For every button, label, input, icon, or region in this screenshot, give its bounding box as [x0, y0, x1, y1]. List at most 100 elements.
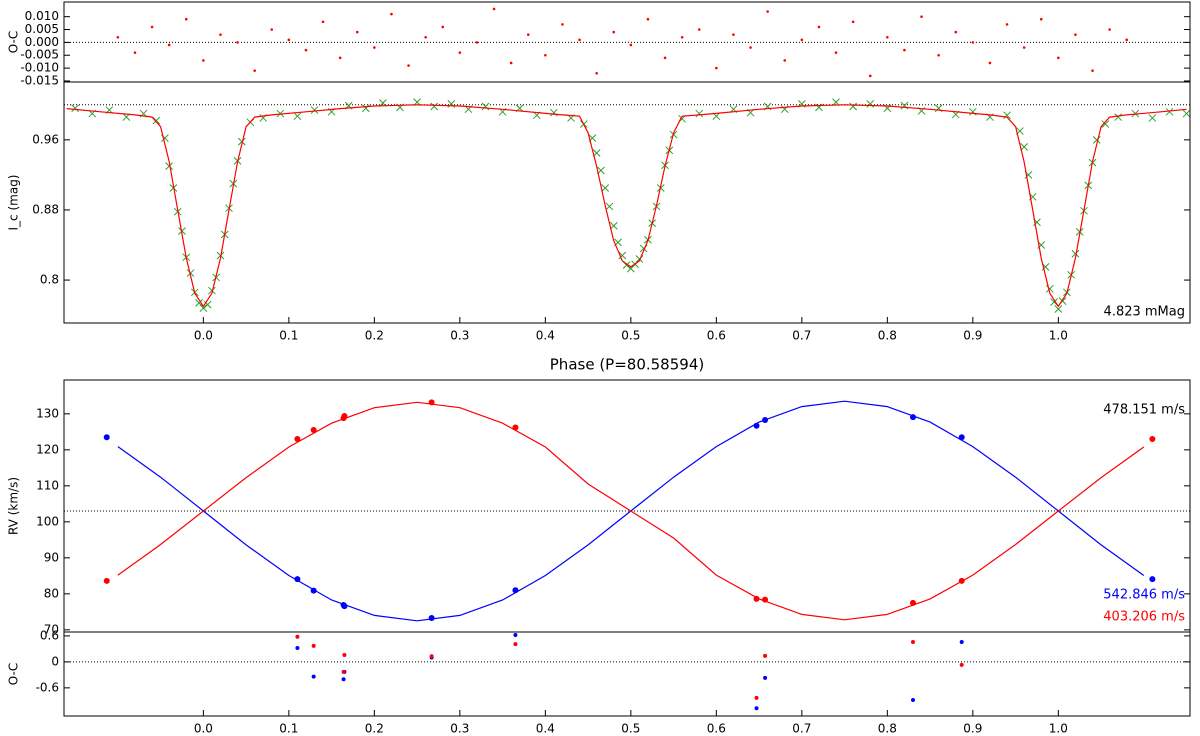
- observation: [1020, 142, 1028, 151]
- x-tick-label: 0.1: [279, 329, 298, 343]
- data-point: [513, 633, 518, 638]
- data-point: [783, 59, 787, 62]
- data-point: [338, 56, 342, 60]
- y-tick-label: 80: [44, 586, 59, 600]
- x-tick-label: 0.4: [536, 722, 555, 736]
- y-tick-label: 0.96: [32, 132, 59, 146]
- data-point: [341, 413, 348, 419]
- y-axis-label: I_c (mag): [7, 175, 21, 231]
- data-point: [1125, 38, 1129, 42]
- y-tick-label: -0.005: [20, 48, 59, 62]
- data-point: [1149, 436, 1156, 443]
- x-tick-label: 0.2: [365, 329, 384, 343]
- data-point: [663, 56, 667, 60]
- y-tick-label: 120: [36, 442, 59, 456]
- data-point: [1039, 17, 1043, 21]
- observation: [550, 108, 558, 117]
- data-point: [920, 15, 923, 18]
- observation: [237, 137, 246, 146]
- data-point: [817, 25, 821, 29]
- data-point: [595, 71, 598, 75]
- data-point: [202, 59, 205, 62]
- x-tick-label: 0.5: [621, 329, 640, 343]
- data-point: [937, 53, 940, 57]
- observation: [609, 221, 618, 230]
- observation: [601, 184, 610, 192]
- x-tick-label: 0.0: [194, 329, 213, 343]
- x-tick-label: 0.5: [621, 722, 640, 736]
- observation: [430, 102, 439, 111]
- data-point: [512, 424, 519, 431]
- data-point: [958, 577, 965, 584]
- observation: [165, 162, 174, 170]
- x-tick-label: 0.8: [878, 722, 897, 736]
- observation: [1114, 113, 1123, 121]
- data-point: [749, 46, 752, 49]
- data-point: [1005, 23, 1009, 26]
- x-tick-label: 0.1: [279, 722, 298, 736]
- data-point: [646, 17, 650, 21]
- data-point: [959, 639, 964, 644]
- y-axis-label: O-C: [7, 663, 21, 686]
- data-point: [310, 427, 317, 434]
- data-point: [167, 43, 171, 47]
- data-point: [868, 74, 872, 78]
- observation: [618, 251, 627, 260]
- y-tick-label: 100: [36, 514, 59, 528]
- observation: [1182, 109, 1191, 118]
- observation: [199, 304, 208, 312]
- y-tick-label: 0.005: [25, 22, 59, 36]
- panel-frame: [63, 81, 1191, 324]
- data-point: [1057, 56, 1060, 60]
- data-point: [513, 642, 518, 647]
- annotation: 403.206 m/s: [1103, 610, 1185, 625]
- y-tick-label: 0.000: [25, 35, 59, 49]
- data-point: [295, 634, 300, 639]
- data-point: [762, 596, 769, 603]
- data-point: [236, 41, 239, 44]
- data-point: [1108, 28, 1111, 31]
- observation: [1054, 305, 1063, 313]
- data-point: [184, 17, 188, 21]
- y-tick-label: 0.6: [40, 628, 59, 642]
- data-point: [763, 653, 768, 658]
- data-point: [753, 595, 760, 602]
- data-point: [1022, 46, 1026, 49]
- data-point: [697, 28, 701, 31]
- observation: [203, 300, 212, 309]
- data-point: [458, 51, 462, 54]
- data-point: [341, 677, 346, 682]
- x-tick-label: 1.0: [1049, 329, 1068, 343]
- data-point: [341, 603, 348, 610]
- observation: [208, 286, 216, 295]
- data-point: [407, 64, 410, 67]
- observation: [481, 102, 490, 111]
- y-tick-label: 0: [51, 654, 59, 668]
- y-tick-label: 70: [44, 622, 59, 636]
- panel-frame: [63, 379, 1191, 633]
- data-point: [133, 51, 137, 54]
- data-point: [629, 43, 633, 47]
- y-tick-label: 90: [44, 550, 59, 564]
- y-axis-label: RV (km/s): [7, 477, 21, 535]
- x-tick-label: 0.0: [194, 722, 213, 736]
- data-point: [526, 33, 530, 36]
- data-point: [1091, 69, 1094, 72]
- data-point: [910, 697, 915, 702]
- data-point: [578, 38, 581, 42]
- data-point: [321, 20, 325, 24]
- y-tick-label: 0.010: [25, 9, 59, 23]
- x-tick-label: 1.0: [1049, 722, 1068, 736]
- data-point: [304, 48, 308, 52]
- data-point: [295, 646, 300, 651]
- x-tick-label: 0.3: [450, 722, 469, 736]
- observation: [1101, 120, 1110, 128]
- observation: [695, 109, 704, 118]
- observation: [310, 106, 319, 114]
- data-point: [424, 35, 427, 39]
- data-point: [341, 669, 346, 674]
- x-tick-label: 0.6: [707, 329, 726, 343]
- observation: [968, 107, 977, 116]
- x-tick-label: 0.4: [536, 329, 555, 343]
